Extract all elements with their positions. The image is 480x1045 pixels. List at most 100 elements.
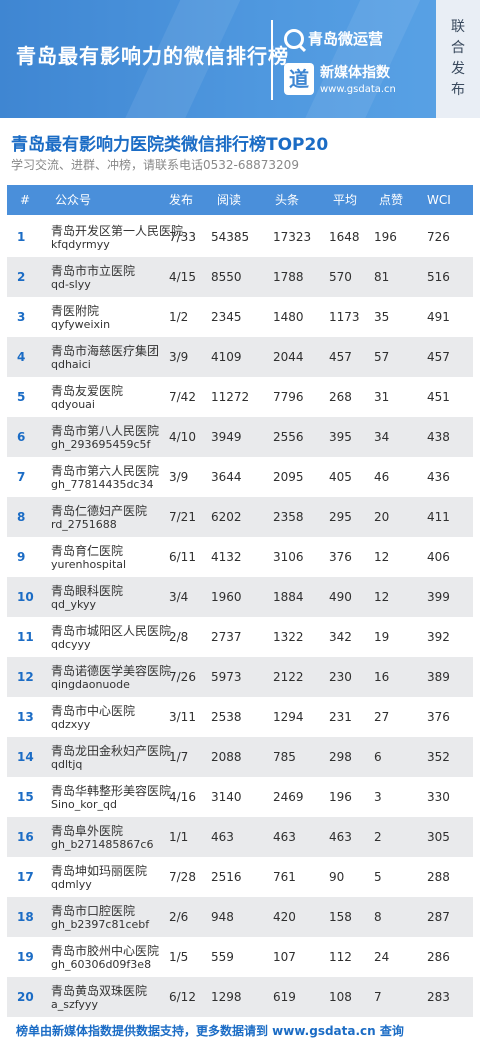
- wci-cell: 376: [427, 710, 450, 724]
- average-cell: 112: [329, 950, 352, 964]
- brand-qingdao-weiyunying: 青岛微运营: [284, 28, 383, 49]
- account-name: 青岛市第六人民医院: [51, 464, 160, 478]
- likes-cell: 12: [374, 590, 390, 604]
- headline-cell: 2556: [273, 430, 304, 444]
- likes-cell: 57: [374, 350, 390, 364]
- account-name: 青岛华韩整形美容医院: [51, 784, 172, 798]
- rank-cell: 4: [17, 350, 26, 364]
- account-id: gh_77814435dc34: [51, 478, 154, 491]
- wci-cell: 288: [427, 870, 450, 884]
- published-cell: 7/28: [169, 870, 196, 884]
- average-cell: 268: [329, 390, 352, 404]
- average-cell: 295: [329, 510, 352, 524]
- average-cell: 463: [329, 830, 352, 844]
- published-cell: 6/11: [169, 550, 196, 564]
- headline-cell: 1884: [273, 590, 304, 604]
- banner-title: 青岛最有影响力的微信排行榜: [16, 44, 289, 68]
- table-row: 5 青岛友爱医院 qdyouai 7/42 11272 7796 268 31 451: [7, 377, 473, 417]
- account-name: 青医附院: [51, 304, 100, 318]
- account-name: 青岛诺德医学美容医院: [51, 664, 172, 678]
- rank-cell: 19: [17, 950, 34, 964]
- account-name: 青岛市中心医院: [51, 704, 136, 718]
- rank-cell: 16: [17, 830, 34, 844]
- reads-cell: 54385: [211, 230, 250, 244]
- reads-cell: 3140: [211, 790, 242, 804]
- joint-release-text: 联合发布: [451, 19, 465, 98]
- headline-cell: 2044: [273, 350, 304, 364]
- account-id: a_szfyyy: [51, 998, 98, 1011]
- account-id: rd_2751688: [51, 518, 117, 531]
- rank-cell: 20: [17, 990, 34, 1004]
- likes-cell: 12: [374, 550, 390, 564]
- ranking-subtitle: 学习交流、进群、冲榜，请联系电话0532-68873209: [11, 158, 299, 172]
- account-id: qdcyyy: [51, 638, 91, 651]
- account-id: qdmlyy: [51, 878, 92, 891]
- rank-cell: 1: [17, 230, 26, 244]
- average-cell: 1648: [329, 230, 360, 244]
- likes-cell: 8: [374, 910, 382, 924]
- headline-cell: 761: [273, 870, 296, 884]
- published-cell: 1/1: [169, 830, 189, 844]
- headline-cell: 3106: [273, 550, 304, 564]
- headline-cell: 2469: [273, 790, 304, 804]
- reads-cell: 2345: [211, 310, 242, 324]
- header-wci: WCI: [427, 193, 451, 207]
- published-cell: 3/11: [169, 710, 196, 724]
- account-id: Sino_kor_qd: [51, 798, 117, 811]
- wci-cell: 451: [427, 390, 450, 404]
- rank-cell: 14: [17, 750, 34, 764]
- rank-cell: 7: [17, 470, 26, 484]
- headline-cell: 17323: [273, 230, 312, 244]
- reads-cell: 4132: [211, 550, 242, 564]
- account-name: 青岛市第八人民医院: [51, 424, 160, 438]
- wci-cell: 330: [427, 790, 450, 804]
- reads-cell: 2538: [211, 710, 242, 724]
- average-cell: 457: [329, 350, 352, 364]
- account-id: qdltjq: [51, 758, 83, 771]
- ranking-table-body: 1 青岛开发区第一人民医院 kfqdyrmyy 7/33 54385 17323 1648 1…: [7, 217, 473, 1017]
- reads-cell: 948: [211, 910, 234, 924]
- wci-cell: 305: [427, 830, 450, 844]
- likes-cell: 24: [374, 950, 390, 964]
- rank-cell: 15: [17, 790, 34, 804]
- table-row: 20 青岛黄岛双珠医院 a_szfyyy 6/12 1298 619 108 7 283: [7, 977, 473, 1017]
- rank-cell: 8: [17, 510, 26, 524]
- table-row: 1 青岛开发区第一人民医院 kfqdyrmyy 7/33 54385 17323 1648 1…: [7, 217, 473, 257]
- likes-cell: 31: [374, 390, 390, 404]
- account-id: yurenhospital: [51, 558, 127, 571]
- data-source-note: 榜单由新媒体指数提供数据支持，更多数据请到 www.gsdata.cn 查询: [16, 1024, 404, 1038]
- published-cell: 4/16: [169, 790, 196, 804]
- average-cell: 90: [329, 870, 345, 884]
- wci-cell: 491: [427, 310, 450, 324]
- published-cell: 1/5: [169, 950, 189, 964]
- likes-cell: 196: [374, 230, 397, 244]
- header-rank: #: [20, 193, 31, 207]
- rank-cell: 3: [17, 310, 26, 324]
- headline-cell: 785: [273, 750, 296, 764]
- reads-cell: 4109: [211, 350, 242, 364]
- table-row: 10 青岛眼科医院 qd_ykyy 3/4 1960 1884 490 12 399: [7, 577, 473, 617]
- likes-cell: 6: [374, 750, 382, 764]
- account-id: gh_b2397c81cebf: [51, 918, 150, 931]
- reads-cell: 3949: [211, 430, 242, 444]
- q-logo-icon: [284, 28, 304, 49]
- wci-cell: 438: [427, 430, 450, 444]
- table-row: 6 青岛市第八人民医院 gh_293695459c5f 4/10 3949 2556 395…: [7, 417, 473, 457]
- headline-cell: 107: [273, 950, 296, 964]
- table-row: 18 青岛市口腔医院 gh_b2397c81cebf 2/6 948 420 158 8 287: [7, 897, 473, 937]
- published-cell: 6/12: [169, 990, 196, 1004]
- likes-cell: 81: [374, 270, 390, 284]
- banner-divider: [271, 20, 273, 100]
- brand-gsdata: 道 新媒体指数 www.gsdata.cn: [284, 62, 396, 95]
- average-cell: 231: [329, 710, 352, 724]
- rank-cell: 13: [17, 710, 34, 724]
- average-cell: 342: [329, 630, 352, 644]
- account-id: qdyouai: [51, 398, 95, 411]
- account-name: 青岛市城阳区人民医院: [51, 624, 172, 638]
- likes-cell: 27: [374, 710, 390, 724]
- account-name: 青岛市胶州中心医院: [51, 944, 160, 958]
- headline-cell: 2122: [273, 670, 304, 684]
- account-name: 青岛仁德妇产医院: [51, 504, 148, 518]
- reads-cell: 5973: [211, 670, 242, 684]
- headline-cell: 1480: [273, 310, 304, 324]
